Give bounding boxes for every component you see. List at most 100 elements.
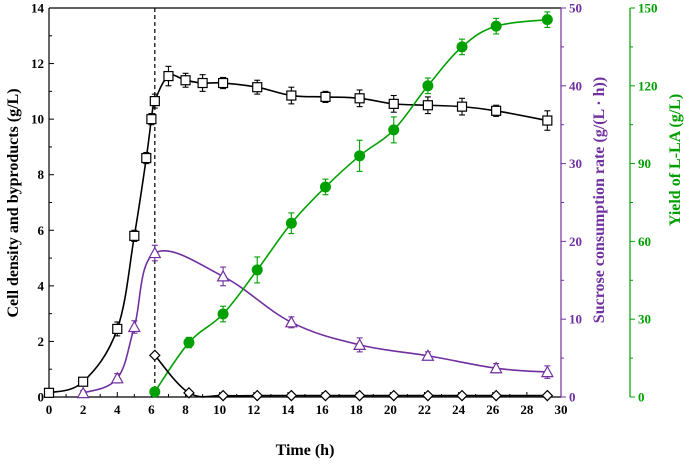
data-point [146, 114, 157, 125]
x-tick-label: 24 [452, 402, 466, 417]
data-point [319, 389, 332, 402]
data-point [491, 105, 502, 116]
left-axis-title: Cell density and byproducts (g/L) [5, 88, 22, 317]
data-point [353, 389, 366, 402]
data-point [542, 115, 553, 126]
data-point [148, 349, 161, 362]
data-point [149, 386, 161, 398]
right-2-tick-label: 150 [638, 1, 658, 16]
x-axis-title: Time (h) [276, 442, 335, 459]
data-point [183, 386, 195, 399]
data-point [127, 320, 141, 333]
x-tick-label: 28 [520, 402, 534, 417]
left-tick-label: 0 [38, 390, 45, 405]
data-point [112, 323, 123, 335]
right-1-tick-label: 40 [569, 78, 582, 93]
right-2-tick-label: 90 [638, 156, 651, 171]
data-point [541, 389, 554, 402]
right-1-tick-label: 50 [569, 1, 582, 16]
x-tick-label: 12 [247, 402, 260, 417]
data-point [285, 389, 298, 402]
right-axis-2-title: Yield of L-LA (g/L) [667, 94, 684, 226]
right-2-tick-label: 0 [638, 390, 645, 405]
right-2-tick-label: 30 [638, 312, 651, 327]
data-point [197, 77, 208, 89]
right-1-tick-label: 10 [569, 312, 582, 327]
right-1-tick-label: 0 [569, 390, 576, 405]
data-point [180, 75, 191, 86]
data-point [284, 315, 298, 328]
data-point [78, 376, 89, 387]
right-2-tick-label: 60 [638, 234, 651, 249]
data-point [163, 70, 174, 82]
right-2-tick-label: 120 [638, 78, 658, 93]
data-point [43, 387, 55, 398]
data-point [251, 389, 264, 402]
data-point [148, 246, 162, 259]
data-point [422, 389, 434, 402]
data-point [353, 338, 367, 350]
data-point [456, 101, 468, 112]
left-tick-label: 12 [31, 56, 44, 71]
data-point [354, 93, 365, 104]
data-point [252, 82, 263, 93]
data-point [320, 91, 331, 103]
data-point [421, 349, 435, 361]
series-triangle-open [76, 244, 554, 399]
data-point [456, 389, 468, 402]
series-line [154, 354, 548, 398]
x-tick-label: 10 [213, 402, 226, 417]
x-tick-label: 0 [46, 402, 53, 417]
data-point [540, 365, 554, 378]
data-point [388, 98, 399, 109]
right-1-tick-label: 20 [569, 234, 582, 249]
right-1-tick-label: 30 [569, 156, 582, 171]
data-point [456, 41, 468, 53]
right-axis-1-title: Sucrose consumption rate (g/(L · h)) [591, 77, 608, 323]
x-tick-label: 2 [80, 402, 87, 417]
data-point [141, 152, 152, 164]
data-point [490, 389, 502, 402]
data-point [129, 230, 140, 241]
x-tick-label: 4 [114, 402, 121, 417]
left-tick-label: 2 [38, 334, 45, 349]
x-tick-label: 6 [148, 402, 155, 417]
left-tick-label: 8 [38, 167, 45, 182]
data-point [422, 100, 433, 111]
left-tick-label: 10 [31, 112, 44, 127]
x-tick-label: 14 [281, 402, 295, 417]
data-point [216, 269, 230, 282]
data-point [387, 389, 400, 402]
data-point [354, 150, 366, 162]
data-point [490, 20, 502, 32]
series-diamond-open [148, 349, 554, 402]
x-tick-label: 16 [316, 402, 330, 417]
series-line [82, 250, 548, 394]
left-tick-label: 4 [38, 278, 45, 293]
data-point [149, 95, 160, 107]
series-line [48, 74, 548, 394]
x-tick-label: 26 [486, 402, 500, 417]
data-point [489, 361, 503, 374]
data-point [217, 77, 229, 89]
series-circle-filled [149, 11, 553, 398]
data-point [319, 181, 331, 193]
series-square-open [43, 65, 553, 398]
data-point [251, 264, 263, 276]
x-tick-label: 22 [418, 402, 431, 417]
data-point [388, 124, 400, 136]
x-tick-label: 30 [555, 402, 568, 417]
data-point [541, 14, 553, 26]
x-tick-label: 8 [182, 402, 189, 417]
data-point [285, 217, 297, 229]
data-point [76, 386, 90, 399]
x-tick-label: 18 [350, 402, 364, 417]
data-point [183, 337, 195, 349]
x-tick-label: 20 [384, 402, 397, 417]
left-tick-label: 14 [31, 1, 45, 16]
data-point [422, 80, 434, 92]
data-point [110, 371, 124, 384]
left-tick-label: 6 [38, 223, 45, 238]
